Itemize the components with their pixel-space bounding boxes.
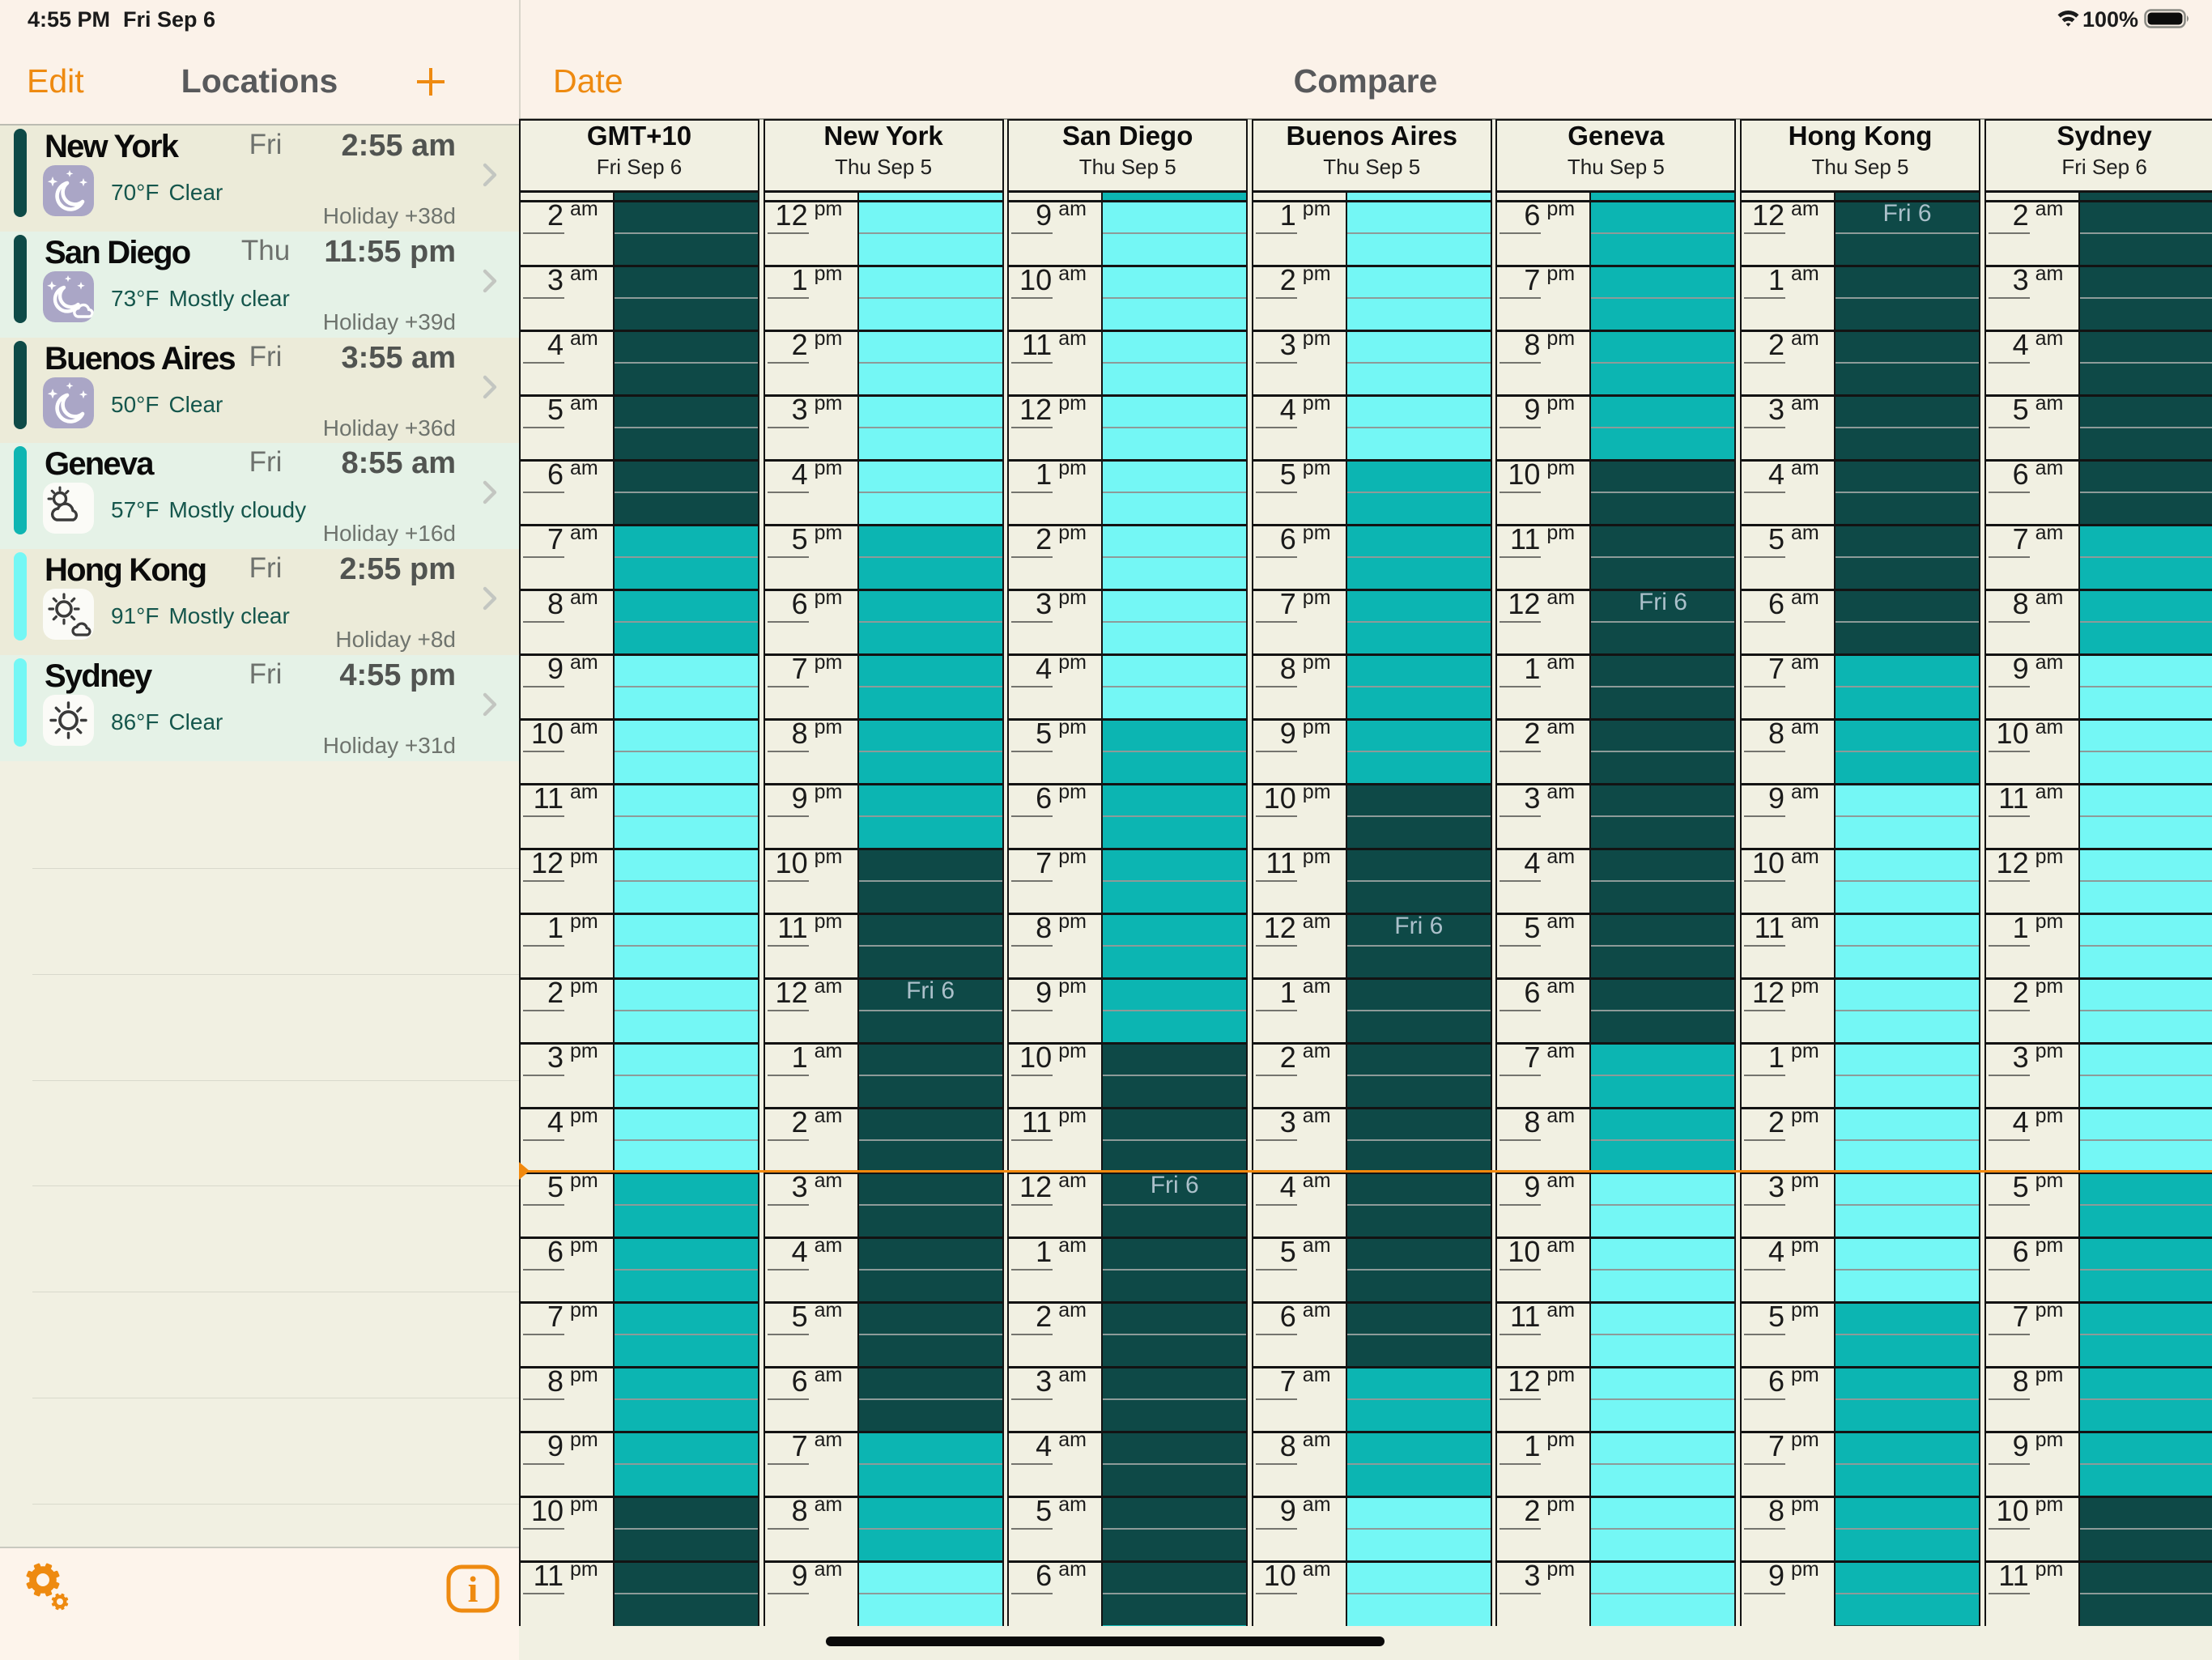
svg-text:i: i bbox=[468, 1568, 479, 1610]
